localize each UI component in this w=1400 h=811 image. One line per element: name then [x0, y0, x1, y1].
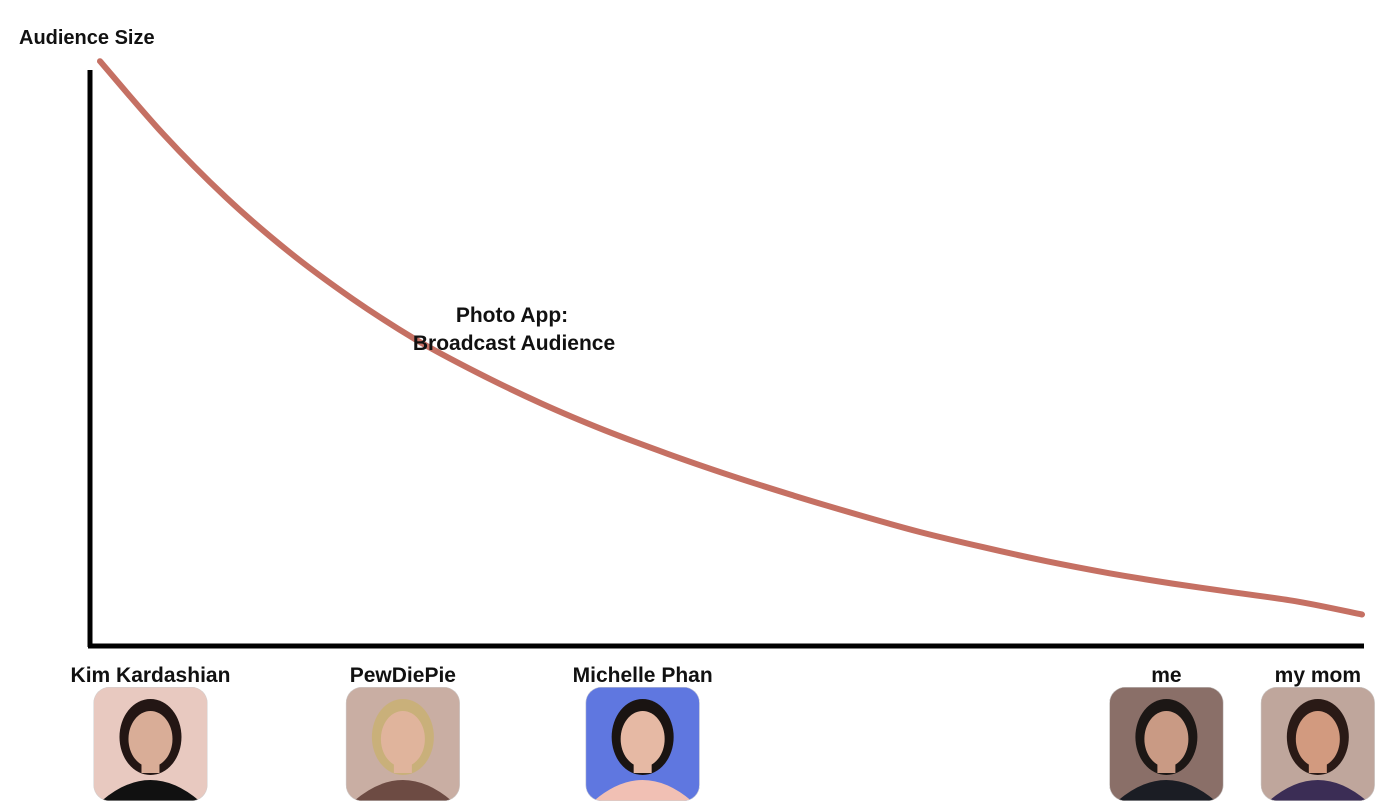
audience-curve [97, 58, 1365, 618]
my-mom-photo [1260, 687, 1375, 801]
y-axis-label: Audience Size [19, 27, 155, 49]
kim-kardashian-photo [93, 687, 208, 801]
category-labels: Kim Kardashian PewDiePie Michelle Phan me my… [71, 664, 1375, 801]
category-label: PewDiePie [350, 664, 456, 687]
category-label: Kim Kardashian [71, 664, 231, 687]
category-label: Michelle Phan [573, 664, 713, 687]
pewdiepie-photo [345, 687, 460, 801]
annotation-line-1: Photo App: [456, 304, 568, 327]
annotation-line-2: Broadcast Audience [413, 332, 615, 355]
michelle-phan-photo [585, 687, 700, 801]
category-label: my mom [1275, 664, 1361, 687]
category-label: me [1151, 664, 1181, 687]
me-photo [1109, 687, 1224, 801]
